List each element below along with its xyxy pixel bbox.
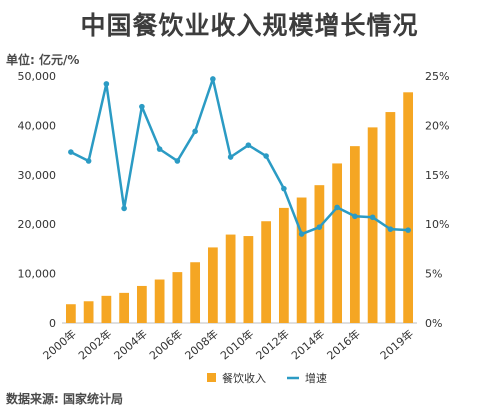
bar xyxy=(367,127,378,323)
bar xyxy=(349,146,360,323)
bar xyxy=(65,304,76,323)
bar xyxy=(296,197,307,323)
legend-swatch-bar xyxy=(207,373,216,382)
bar xyxy=(119,292,130,323)
growth-point xyxy=(121,205,127,212)
bar xyxy=(207,247,218,323)
y-left-tick-label: 40,000 xyxy=(18,119,57,132)
y-right-tick-label: 5% xyxy=(425,268,442,281)
growth-point xyxy=(352,213,358,220)
bar xyxy=(190,262,201,323)
growth-point xyxy=(369,214,376,221)
growth-point xyxy=(405,227,411,233)
bar xyxy=(385,112,396,323)
bar xyxy=(332,163,343,323)
bar xyxy=(261,221,272,323)
y-left-tick-label: 10,000 xyxy=(18,268,57,281)
bar xyxy=(403,92,414,323)
y-left-tick-label: 50,000 xyxy=(18,70,57,83)
bar xyxy=(154,279,165,323)
y-left-tick-label: 30,000 xyxy=(18,169,57,182)
legend-label-bar: 餐饮收入 xyxy=(222,371,266,385)
source-label: 数据来源: 国家统计局 xyxy=(6,392,123,406)
growth-point xyxy=(103,81,110,87)
y-left-tick-label: 20,000 xyxy=(18,218,57,231)
x-tick-label: 2006年 xyxy=(146,327,185,363)
bar xyxy=(314,185,325,323)
bar xyxy=(243,236,254,323)
bar xyxy=(278,207,289,323)
legend-label-line: 增速 xyxy=(305,371,327,385)
growth-point xyxy=(68,149,74,155)
x-tick-label: 2012年 xyxy=(253,327,292,363)
x-tick-label: 2016年 xyxy=(324,327,363,363)
y-left-tick-label: 0 xyxy=(49,317,56,330)
x-tick-label: 2008年 xyxy=(182,327,221,363)
growth-point xyxy=(210,76,216,82)
growth-point xyxy=(192,128,198,135)
bar xyxy=(101,295,112,323)
growth-point xyxy=(298,231,305,237)
y-right-tick-label: 15% xyxy=(425,169,449,182)
growth-point xyxy=(387,226,394,232)
y-right-tick-label: 10% xyxy=(425,218,449,231)
x-tick-label: 2000年 xyxy=(40,327,79,363)
growth-point xyxy=(139,103,145,110)
unit-label: 单位: 亿元/% xyxy=(6,53,80,67)
growth-point xyxy=(334,204,340,211)
x-tick-label: 2019年 xyxy=(377,327,416,363)
bar xyxy=(172,272,183,323)
chart-title: 中国餐饮业收入规模增长情况 xyxy=(80,11,419,40)
growth-point xyxy=(227,154,234,160)
x-tick-label: 2002年 xyxy=(75,327,114,363)
x-tick-label: 2010年 xyxy=(217,327,256,363)
y-right-tick-label: 20% xyxy=(425,119,449,132)
bar xyxy=(225,234,236,323)
growth-point xyxy=(156,146,163,152)
growth-point xyxy=(316,224,323,230)
x-tick-label: 2014年 xyxy=(288,327,327,363)
growth-point xyxy=(263,153,269,159)
growth-point xyxy=(174,158,181,164)
growth-point xyxy=(245,142,252,148)
bar xyxy=(83,301,94,323)
growth-line xyxy=(70,77,409,236)
growth-point xyxy=(281,185,287,192)
x-tick-label: 2004年 xyxy=(111,327,150,363)
bar xyxy=(136,285,147,323)
y-right-tick-label: 25% xyxy=(425,70,449,83)
y-right-tick-label: 0% xyxy=(425,317,442,330)
growth-point xyxy=(85,158,92,164)
